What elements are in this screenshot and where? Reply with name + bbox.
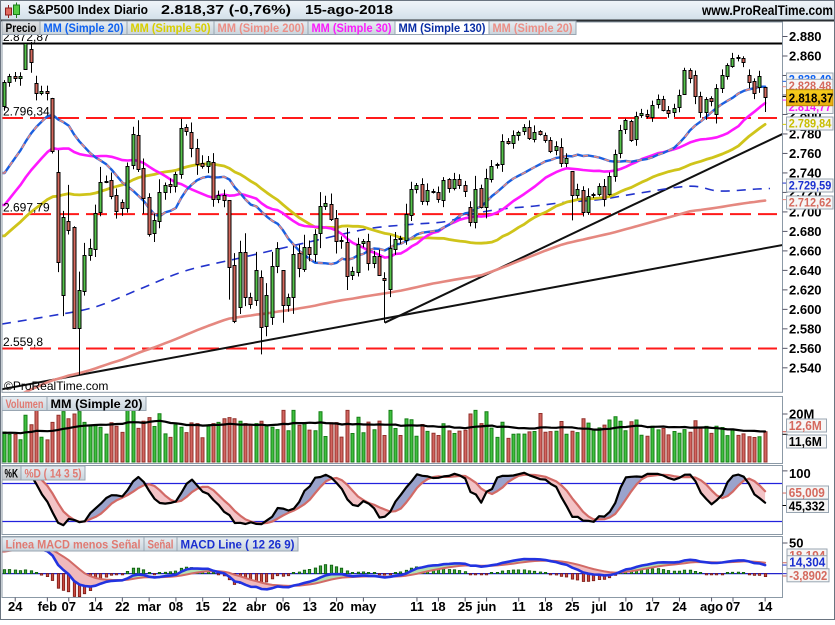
svg-text:MM (Simple 130): MM (Simple 130) (399, 21, 486, 35)
svg-text:2.540: 2.540 (789, 360, 822, 375)
svg-text:MM (Simple 30): MM (Simple 30) (312, 21, 392, 35)
svg-text:22: 22 (222, 599, 236, 614)
svg-text:15-ago-2018: 15-ago-2018 (305, 2, 393, 17)
svg-text:S&P500 Index: S&P500 Index (28, 2, 111, 17)
svg-text:50: 50 (789, 536, 803, 551)
svg-text:abr: abr (246, 599, 266, 614)
svg-text:14,304: 14,304 (789, 556, 825, 570)
svg-text:Línea MACD menos Señal: Línea MACD menos Señal (6, 538, 141, 552)
svg-text:14: 14 (88, 599, 103, 614)
svg-text:2.680: 2.680 (789, 224, 822, 239)
svg-text:2.729,59: 2.729,59 (789, 179, 832, 193)
svg-text:Volumen: Volumen (6, 397, 44, 411)
svg-text:24: 24 (672, 599, 687, 614)
svg-text:2.560: 2.560 (789, 341, 822, 356)
svg-text:2.580: 2.580 (789, 321, 822, 336)
svg-text:07: 07 (62, 599, 76, 614)
svg-text:MM (Simple 20): MM (Simple 20) (493, 21, 573, 35)
svg-text:2.697,79: 2.697,79 (3, 201, 50, 215)
svg-text:2.600: 2.600 (789, 302, 822, 317)
svg-text:2.789,84: 2.789,84 (789, 117, 832, 131)
svg-text:08: 08 (169, 599, 183, 614)
svg-text:MM (Simple 20): MM (Simple 20) (44, 21, 124, 35)
svg-text:14: 14 (758, 599, 773, 614)
svg-text:jul: jul (590, 599, 606, 614)
svg-text:11: 11 (512, 599, 526, 614)
svg-text:20M: 20M (789, 407, 814, 422)
svg-text:11,6M: 11,6M (789, 435, 822, 449)
svg-text:25: 25 (458, 599, 472, 614)
svg-text:100: 100 (789, 466, 811, 481)
svg-text:%K: %K (5, 467, 19, 481)
svg-text:www.ProRealTime.com: www.ProRealTime.com (701, 2, 833, 18)
svg-text:2.740: 2.740 (789, 165, 822, 180)
svg-text:24: 24 (8, 599, 23, 614)
svg-text:2.860: 2.860 (789, 48, 822, 63)
svg-text:18: 18 (538, 599, 552, 614)
svg-text:Diario: Diario (114, 2, 148, 17)
svg-text:25: 25 (565, 599, 579, 614)
svg-text:12,6M: 12,6M (789, 419, 822, 433)
svg-text:jun: jun (476, 599, 497, 614)
svg-text:2.760: 2.760 (789, 146, 822, 161)
svg-text:2.559,8: 2.559,8 (3, 335, 43, 349)
svg-text:2.818,37 (-0,76%): 2.818,37 (-0,76%) (161, 2, 291, 17)
svg-text:-3,8902: -3,8902 (789, 569, 827, 583)
svg-text:MM (Simple 20): MM (Simple 20) (51, 397, 143, 411)
svg-text:18: 18 (431, 599, 445, 614)
svg-text:11: 11 (410, 599, 424, 614)
svg-text:06: 06 (276, 599, 290, 614)
svg-text:17: 17 (645, 599, 659, 614)
svg-text:2.620: 2.620 (789, 282, 822, 297)
svg-text:%D ( 14 3 5): %D ( 14 3 5) (25, 467, 82, 481)
svg-text:65,009: 65,009 (789, 486, 825, 500)
svg-text:2.880: 2.880 (789, 29, 822, 44)
svg-text:15: 15 (195, 599, 209, 614)
svg-text:2.660: 2.660 (789, 243, 822, 258)
svg-text:07: 07 (726, 599, 740, 614)
svg-text:Precio: Precio (6, 21, 37, 35)
svg-text:Señal: Señal (148, 538, 174, 552)
svg-text:mar: mar (137, 599, 161, 614)
svg-text:45,332: 45,332 (789, 500, 825, 514)
svg-text:10: 10 (619, 599, 633, 614)
svg-text:20: 20 (329, 599, 343, 614)
svg-text:2.796,34: 2.796,34 (3, 105, 50, 119)
svg-text:feb: feb (38, 599, 58, 614)
svg-text:2.818,37: 2.818,37 (789, 90, 834, 105)
svg-text:MM (Simple 200): MM (Simple 200) (218, 21, 305, 35)
svg-text:ago: ago (700, 599, 723, 614)
svg-text:©ProRealTime.com: ©ProRealTime.com (4, 379, 108, 393)
svg-text:13: 13 (303, 599, 317, 614)
svg-text:MM (Simple 50): MM (Simple 50) (131, 21, 211, 35)
svg-text:2.640: 2.640 (789, 263, 822, 278)
svg-text:2.712,62: 2.712,62 (789, 196, 832, 210)
svg-text:may: may (350, 599, 377, 614)
svg-text:MACD Line ( 12 26 9): MACD Line ( 12 26 9) (181, 538, 295, 552)
svg-text:22: 22 (115, 599, 129, 614)
